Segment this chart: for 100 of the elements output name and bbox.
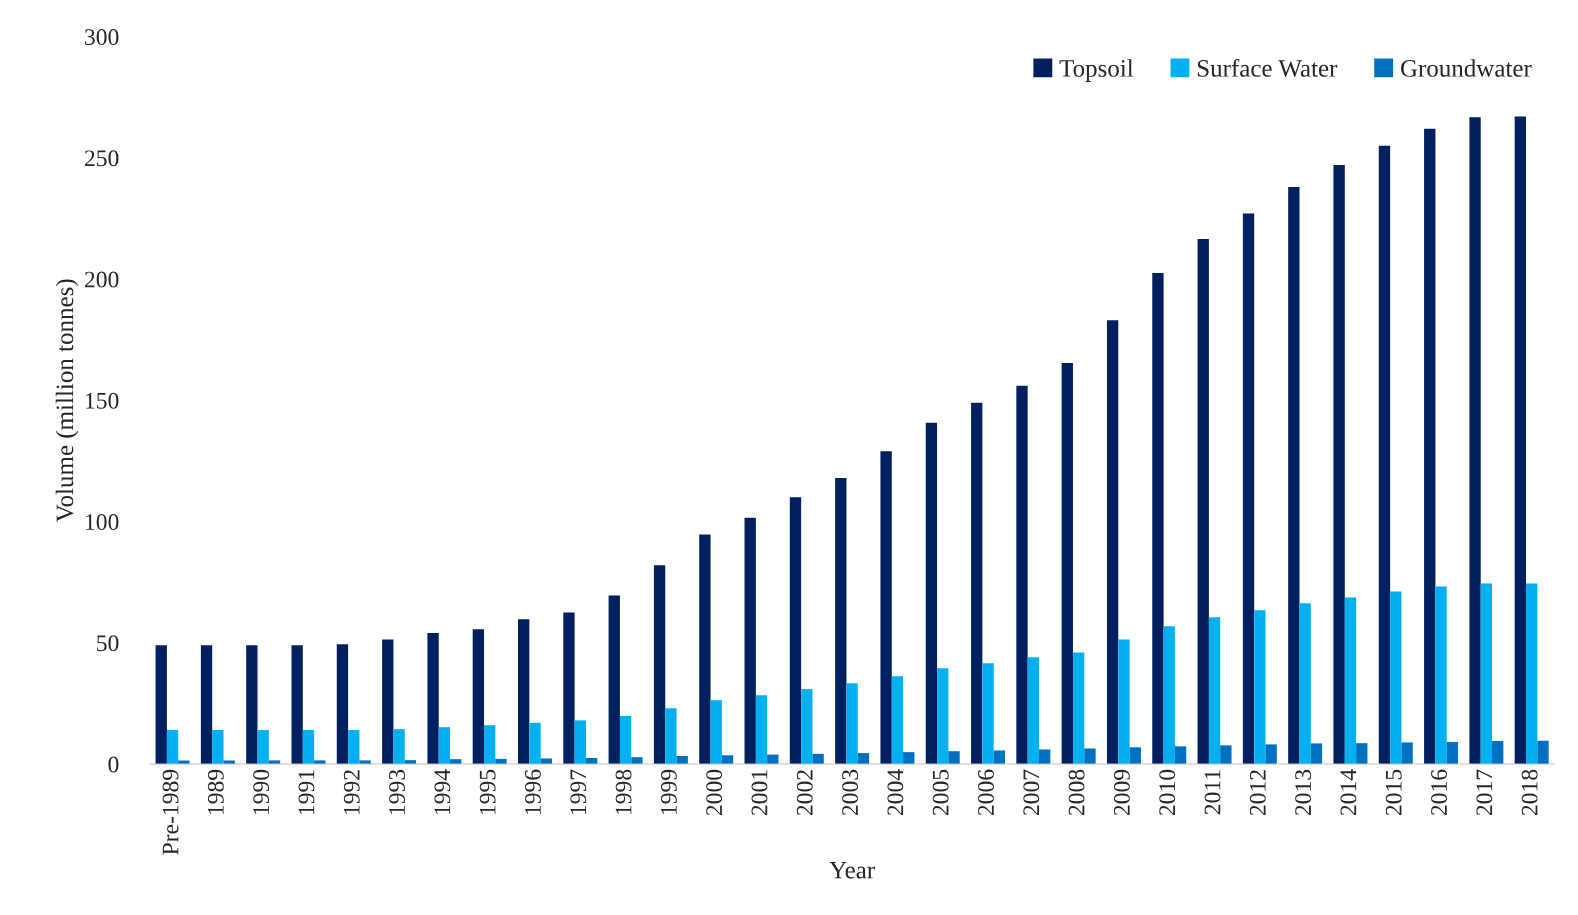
bar xyxy=(835,477,847,765)
bar xyxy=(574,720,586,765)
bar xyxy=(812,753,824,765)
bar xyxy=(801,689,813,765)
bar xyxy=(1424,128,1436,765)
bar xyxy=(891,676,904,765)
x-tick-label: 2018 xyxy=(1521,769,1538,816)
bar xyxy=(710,700,722,765)
x-tick-label: 1989 xyxy=(207,769,224,815)
bar xyxy=(1163,626,1175,765)
y-axis-title: Volume (million tonnes) xyxy=(55,279,79,523)
bar xyxy=(1242,213,1255,765)
x-tick-label: 1995 xyxy=(479,769,496,815)
x-axis-title: Year xyxy=(829,861,875,879)
bar xyxy=(200,645,213,765)
bar xyxy=(948,751,960,765)
x-tick-label: 1991 xyxy=(298,770,315,815)
bar xyxy=(393,729,405,765)
bar xyxy=(518,619,530,765)
x-tick-label: 2013 xyxy=(1295,769,1312,816)
bar xyxy=(1344,597,1357,765)
bar xyxy=(212,730,224,765)
y-tick-label: 300 xyxy=(85,29,119,46)
x-tick-label: 2000 xyxy=(706,769,723,816)
bar xyxy=(1401,742,1413,765)
y-tick-label: 250 xyxy=(84,150,119,167)
x-tick-label: 1993 xyxy=(389,769,405,815)
bar xyxy=(993,750,1006,765)
bar xyxy=(1480,583,1493,765)
bar xyxy=(1174,746,1187,765)
x-tick-label: 2007 xyxy=(1023,769,1040,816)
bar xyxy=(1118,639,1130,765)
bar xyxy=(1208,617,1221,765)
bar xyxy=(1039,749,1051,765)
bar xyxy=(755,695,768,765)
bar xyxy=(348,730,360,765)
x-tick-label: 2009 xyxy=(1113,769,1130,816)
x-tick-label: 2002 xyxy=(796,770,813,816)
legend-label: Topsoil xyxy=(1059,59,1134,82)
bar xyxy=(1084,748,1096,765)
bar xyxy=(1390,591,1402,765)
bar xyxy=(767,754,779,765)
x-tick-label: 2017 xyxy=(1476,769,1493,816)
x-tick-label: 1997 xyxy=(570,769,587,815)
bar xyxy=(925,422,938,765)
bar xyxy=(155,645,167,765)
x-tick-label: 1999 xyxy=(660,769,677,815)
bar xyxy=(166,730,179,765)
bar xyxy=(1514,116,1527,765)
bar xyxy=(1299,603,1311,765)
bar xyxy=(1469,117,1481,765)
bar xyxy=(1129,747,1141,765)
bar xyxy=(1152,273,1164,765)
bar xyxy=(1106,320,1119,765)
bar xyxy=(484,725,496,765)
legend-label: Groundwater xyxy=(1400,59,1532,77)
bar xyxy=(1435,586,1447,765)
bar xyxy=(382,639,394,765)
bar xyxy=(1288,186,1300,765)
x-tick-label: 1998 xyxy=(615,769,632,815)
x-tick-label: 2008 xyxy=(1068,769,1085,816)
legend-label: Surface Water xyxy=(1197,59,1338,77)
y-tick-label: 200 xyxy=(84,271,119,288)
bar xyxy=(336,644,349,765)
bar xyxy=(937,668,949,765)
x-tick-label: 2003 xyxy=(842,769,859,816)
x-tick-label: Pre-1989 xyxy=(162,769,179,855)
x-tick-label: 2012 xyxy=(1249,770,1266,816)
x-tick-label: 2015 xyxy=(1385,769,1402,816)
x-tick-label: 2016 xyxy=(1431,769,1447,816)
x-tick-label: 2004 xyxy=(887,769,904,816)
bar xyxy=(1378,145,1391,765)
bar xyxy=(1492,740,1504,765)
bar xyxy=(438,727,451,765)
bar xyxy=(1446,741,1459,765)
x-tick-label: 2006 xyxy=(978,769,994,816)
x-tick-label: 2011 xyxy=(1204,770,1221,815)
x-tick-label: 2005 xyxy=(932,769,949,816)
bar xyxy=(1333,165,1345,765)
bar xyxy=(1016,385,1028,765)
bar xyxy=(1027,657,1039,765)
bar xyxy=(880,451,892,765)
bar xyxy=(529,722,541,765)
x-tick-label: 2001 xyxy=(751,770,768,816)
bar xyxy=(563,612,575,765)
y-tick-label: 0 xyxy=(108,756,119,773)
bar xyxy=(1526,583,1538,765)
x-tick-label: 1994 xyxy=(434,769,451,815)
bar xyxy=(744,517,756,765)
bar xyxy=(291,645,303,765)
bar xyxy=(257,730,269,765)
bar xyxy=(699,534,711,765)
bar xyxy=(608,595,620,765)
bar xyxy=(1310,743,1323,765)
bar xyxy=(302,730,315,765)
bar xyxy=(472,629,485,765)
x-tick-label: 2014 xyxy=(1340,769,1357,816)
bar xyxy=(846,683,858,765)
bar xyxy=(1197,239,1209,765)
bar xyxy=(789,497,802,765)
